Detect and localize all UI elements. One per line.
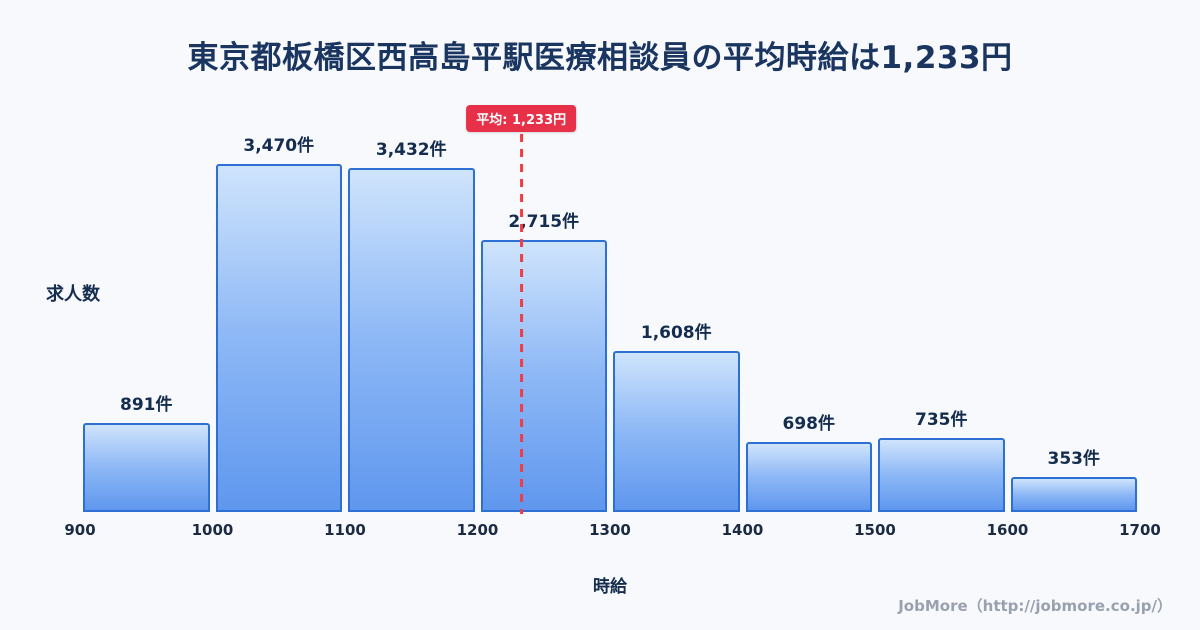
histogram-bar [348, 168, 475, 512]
x-tick-label: 1500 [854, 521, 896, 539]
bar-value-label: 2,715件 [508, 212, 580, 232]
histogram-bar [480, 240, 607, 512]
x-axis-label: 時給 [593, 577, 627, 597]
y-axis-label: 求人数 [46, 284, 100, 305]
bar-value-label: 698件 [782, 414, 836, 434]
x-axis-ticks: 900 1000 1100 1200 1300 1400 1500 1600 1700 [64, 521, 1161, 543]
footer-credit: JobMore（http://jobmore.co.jp/） [898, 597, 1172, 615]
average-badge: 平均: 1,233円 [466, 105, 577, 132]
x-tick-label: 900 [64, 521, 96, 539]
x-tick-label: 1100 [324, 521, 366, 539]
average-marker: 平均: 1,233円 [466, 105, 577, 514]
x-tick-label: 1700 [1119, 521, 1161, 539]
x-tick-label: 1600 [986, 521, 1029, 539]
histogram-bar [215, 164, 342, 512]
histogram-bar [613, 351, 740, 512]
average-dashed-line [519, 134, 523, 514]
histogram-bar [83, 423, 210, 512]
histogram-plot-area: 891件 3,470件 3,432件 2,715件 1,608件 698件 735件 353件 [80, 120, 1140, 512]
histogram-bar [1010, 477, 1137, 512]
bar-value-label: 735件 [915, 410, 968, 430]
page-title: 東京都板橋区西高島平駅医療相談員の平均時給は1,233円 [187, 40, 1013, 76]
x-tick-label: 1200 [456, 521, 499, 539]
bar-value-label: 3,432件 [375, 140, 447, 160]
bar-value-label: 353件 [1047, 449, 1101, 469]
x-tick-label: 1400 [721, 521, 764, 539]
bar-value-label: 891件 [120, 395, 173, 415]
bar-value-label: 3,470件 [243, 136, 315, 156]
histogram-bar [878, 438, 1005, 512]
x-tick-label: 1300 [589, 521, 631, 539]
bar-value-label: 1,608件 [640, 323, 712, 343]
histogram-bar [745, 442, 872, 512]
x-tick-label: 1000 [191, 521, 234, 539]
